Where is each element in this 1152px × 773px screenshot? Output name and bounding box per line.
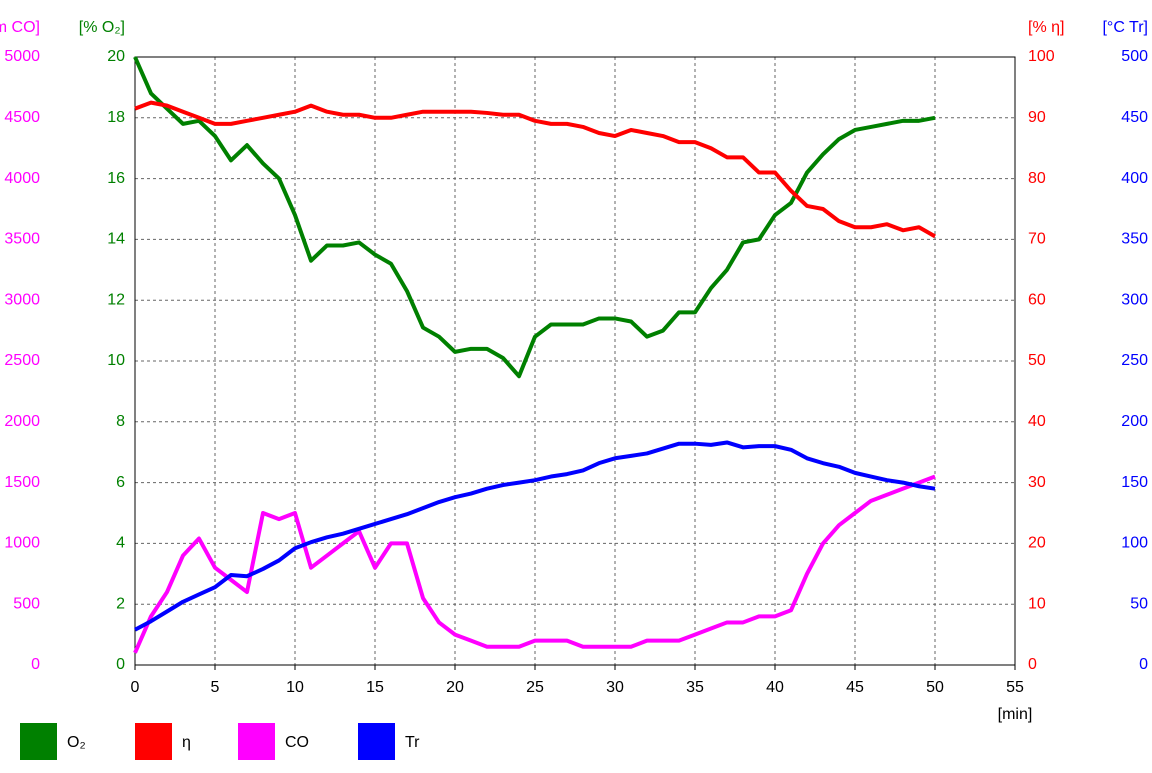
y-tick-label: 80 — [1028, 170, 1046, 187]
legend-swatch — [20, 723, 57, 760]
y-tick-label: 500 — [13, 595, 40, 612]
y-tick-label: 4000 — [4, 170, 40, 187]
plot-border — [134, 56, 1016, 666]
y-tick-label: 6 — [116, 474, 125, 491]
y-tick-label: 2 — [116, 595, 125, 612]
y-tick-label: 350 — [1121, 231, 1148, 248]
x-tick-label: 0 — [131, 679, 140, 696]
y-tick-label: 0 — [1139, 656, 1148, 673]
y-axis-title: [% η] — [1028, 19, 1064, 36]
y-tick-label: 40 — [1028, 413, 1046, 430]
y-tick-label: 150 — [1121, 474, 1148, 491]
legend-swatch — [238, 723, 275, 760]
y-tick-label: 14 — [107, 231, 125, 248]
x-tick-label: 25 — [526, 679, 544, 696]
y-tick-label: 100 — [1121, 535, 1148, 552]
y-tick-label: 3000 — [4, 291, 40, 308]
y-axis-title: [ppm CO] — [0, 19, 40, 36]
y-tick-label: 8 — [116, 413, 125, 430]
x-tick-label: 5 — [211, 679, 220, 696]
x-tick-label: 50 — [926, 679, 944, 696]
x-tick-label: 55 — [1006, 679, 1024, 696]
series-line — [134, 440, 936, 632]
y-tick-label: 100 — [1028, 48, 1055, 65]
y-tick-label: 50 — [1130, 595, 1148, 612]
x-axis-label: [min] — [998, 706, 1033, 723]
y-tick-label: 20 — [107, 48, 125, 65]
y-tick-label: 60 — [1028, 291, 1046, 308]
y-tick-label: 250 — [1121, 352, 1148, 369]
y-tick-label: 70 — [1028, 231, 1046, 248]
y-tick-label: 200 — [1121, 413, 1148, 430]
y-tick-label: 3500 — [4, 231, 40, 248]
y-tick-label: 4 — [116, 535, 125, 552]
x-tick-label: 10 — [286, 679, 304, 696]
y-tick-label: 10 — [107, 352, 125, 369]
series-line — [133, 474, 936, 654]
legend-label: O₂ — [67, 734, 86, 751]
legend-label: Tr — [405, 734, 420, 751]
y-tick-label: 450 — [1121, 109, 1148, 126]
y-tick-label: 1000 — [4, 535, 40, 552]
y-tick-label: 30 — [1028, 474, 1046, 491]
y-tick-label: 300 — [1121, 291, 1148, 308]
y-tick-label: 10 — [1028, 595, 1046, 612]
legend-label: η — [182, 734, 191, 751]
series-line — [134, 100, 936, 239]
y-tick-label: 18 — [107, 109, 125, 126]
y-tick-label: 90 — [1028, 109, 1046, 126]
y-tick-label: 4500 — [4, 109, 40, 126]
y-tick-label: 2000 — [4, 413, 40, 430]
x-tick-label: 40 — [766, 679, 784, 696]
legend-label: CO — [285, 734, 309, 751]
x-tick-label: 15 — [366, 679, 384, 696]
y-axis-title: [°C Tr] — [1102, 19, 1148, 36]
y-tick-label: 0 — [31, 656, 40, 673]
y-tick-label: 2500 — [4, 352, 40, 369]
x-tick-label: 20 — [446, 679, 464, 696]
y-tick-label: 0 — [1028, 656, 1037, 673]
y-tick-label: 400 — [1121, 170, 1148, 187]
y-tick-label: 500 — [1121, 48, 1148, 65]
y-tick-label: 5000 — [4, 48, 40, 65]
y-tick-label: 50 — [1028, 352, 1046, 369]
y-tick-label: 20 — [1028, 535, 1046, 552]
x-tick-label: 45 — [846, 679, 864, 696]
legend-swatch — [358, 723, 395, 760]
y-tick-label: 0 — [116, 656, 125, 673]
series-line — [133, 56, 936, 379]
y-tick-label: 16 — [107, 170, 125, 187]
y-tick-label: 12 — [107, 291, 125, 308]
x-tick-label: 35 — [686, 679, 704, 696]
y-tick-label: 1500 — [4, 474, 40, 491]
legend-swatch — [135, 723, 172, 760]
x-tick-label: 30 — [606, 679, 624, 696]
y-axis-title: [% O₂] — [79, 19, 125, 36]
